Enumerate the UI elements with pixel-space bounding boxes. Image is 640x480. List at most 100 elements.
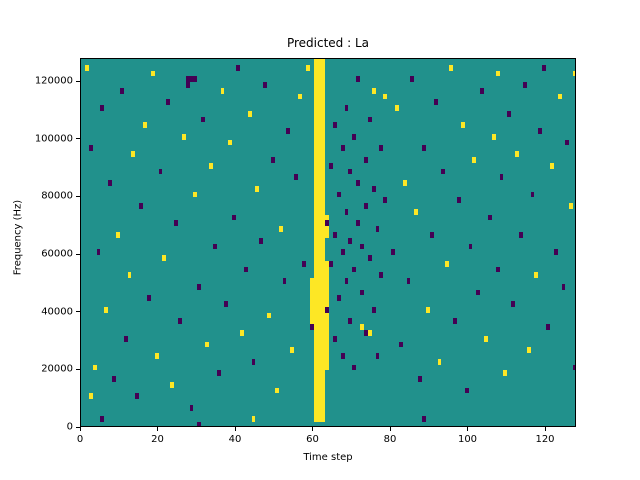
x-tick-label: 120 <box>535 434 555 445</box>
y-tick-label: 0 <box>66 421 73 433</box>
heatmap-cell <box>329 260 333 267</box>
heatmap-cell <box>507 110 512 117</box>
heatmap-cell <box>112 376 116 382</box>
heatmap-cell <box>267 312 271 319</box>
y-tick-label: 120000 <box>34 75 73 87</box>
x-tick <box>157 427 158 431</box>
heatmap-cell <box>375 353 380 359</box>
heatmap-cell <box>115 231 120 238</box>
heatmap-cell <box>348 318 353 325</box>
plot-wrap: 0 20 40 60 80 100 120 0 20000 40000 60000 80000 1000… <box>35 58 576 445</box>
plot-area <box>80 58 576 427</box>
heatmap-cell <box>135 393 140 400</box>
heatmap-cell <box>549 162 554 169</box>
heatmap-cell <box>360 324 364 330</box>
heatmap-cell <box>127 272 132 279</box>
heatmap-cell <box>484 335 488 342</box>
heatmap-band <box>313 59 326 423</box>
heatmap-cell <box>371 306 376 313</box>
heatmap-cell <box>146 295 151 302</box>
heatmap-cell <box>251 358 256 365</box>
heatmap-cell <box>336 191 341 198</box>
heatmap-cell <box>518 231 523 238</box>
heatmap-cell <box>495 266 500 273</box>
heatmap-cell <box>251 416 256 423</box>
heatmap-cell <box>301 260 306 267</box>
heatmap-cell <box>356 76 360 83</box>
heatmap-cell <box>449 64 453 71</box>
heatmap-cell <box>154 353 159 359</box>
heatmap-cell <box>348 237 353 244</box>
heatmap-cell <box>422 416 426 423</box>
heatmap-cell <box>177 318 182 325</box>
y-tick <box>76 138 80 140</box>
heatmap-cell <box>363 157 368 163</box>
heatmap-cell <box>546 324 550 330</box>
heatmap-cell <box>329 162 333 169</box>
heatmap-cell <box>356 220 360 227</box>
y-tick <box>76 426 80 428</box>
heatmap-band <box>309 278 314 325</box>
heatmap-cell <box>162 255 167 261</box>
heatmap-cell <box>542 64 546 71</box>
y-tick-label: 40000 <box>41 306 73 318</box>
heatmap-cell <box>511 301 515 307</box>
heatmap-cell <box>367 255 372 261</box>
y-tick-label: 80000 <box>41 190 73 202</box>
heatmap-cell <box>286 128 291 134</box>
heatmap-cell <box>332 122 337 129</box>
heatmap-cell <box>383 197 388 204</box>
heatmap-cell <box>425 306 430 313</box>
heatmap-cell <box>189 76 194 83</box>
heatmap-cell <box>201 116 205 123</box>
heatmap-cell <box>197 283 202 290</box>
heatmap-cell <box>460 122 465 129</box>
x-tick <box>312 427 313 431</box>
heatmap-cell <box>414 208 419 215</box>
heatmap-cell <box>208 162 213 169</box>
y-tick-label: 60000 <box>41 248 73 260</box>
heatmap-cell <box>379 272 384 279</box>
heatmap-cell <box>108 180 112 186</box>
heatmap-cell <box>472 157 477 163</box>
heatmap-cell <box>437 358 442 365</box>
heatmap-cell <box>456 197 461 204</box>
heatmap-cell <box>255 185 260 192</box>
x-tick <box>544 427 546 431</box>
heatmap-cell <box>181 133 186 140</box>
heatmap-cell <box>371 185 376 192</box>
heatmap-cell <box>534 272 539 279</box>
heatmap-cell <box>391 249 395 256</box>
heatmap-cell <box>561 283 566 290</box>
heatmap-cell <box>294 174 298 181</box>
heatmap-cell <box>340 249 345 256</box>
y-axis-label: Frequency (Hz) <box>12 199 24 276</box>
y-tick <box>76 311 80 313</box>
y-tick <box>76 368 80 370</box>
x-axis-label: Time step <box>303 452 353 463</box>
heatmap-cell <box>100 416 105 423</box>
heatmap-cell <box>305 64 310 71</box>
heatmap-cell <box>282 278 287 284</box>
heatmap-cell <box>325 306 329 313</box>
heatmap-cell <box>259 237 264 244</box>
x-tick-label: 0 <box>76 434 84 445</box>
heatmap-cell <box>375 226 380 232</box>
heatmap-cell <box>174 220 178 227</box>
x-tick <box>234 427 236 431</box>
heatmap-cell <box>367 329 372 336</box>
heatmap-cell <box>278 226 283 232</box>
heatmap-cell <box>553 249 558 256</box>
heatmap-band <box>325 214 329 238</box>
heatmap-cell <box>394 105 399 111</box>
heatmap-cell <box>344 208 349 215</box>
heatmap-cell <box>429 231 434 238</box>
heatmap-cell <box>348 168 353 175</box>
heatmap-cell <box>232 214 236 221</box>
heatmap-cell <box>557 93 562 100</box>
heatmap-cell <box>263 82 267 88</box>
y-tick <box>76 253 80 255</box>
heatmap-cell <box>468 243 473 250</box>
heatmap-cell <box>104 306 109 313</box>
heatmap-cell <box>298 93 302 100</box>
